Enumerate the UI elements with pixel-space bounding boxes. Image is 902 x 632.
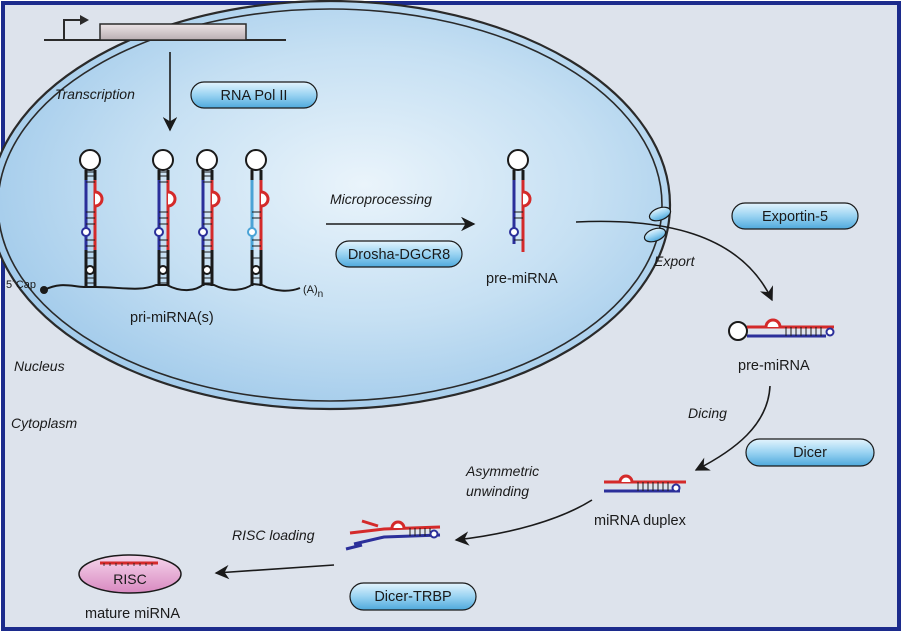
gene-icon bbox=[44, 15, 286, 41]
cytoplasm-label: Cytoplasm bbox=[11, 415, 77, 431]
risc-complex: RISC bbox=[78, 554, 182, 594]
dicer-label: Dicer bbox=[793, 445, 827, 461]
risc-label: RISC bbox=[113, 571, 146, 587]
asymmetric-label: Asymmetric bbox=[465, 463, 539, 479]
rna-pol-ii-pill: RNA Pol II bbox=[190, 81, 318, 109]
risc-loading-arrow bbox=[214, 564, 335, 580]
pre-mirna-cyto-label: pre-miRNA bbox=[738, 358, 810, 374]
unwinding-label: unwinding bbox=[466, 483, 529, 499]
microprocessing-label: Microprocessing bbox=[330, 191, 432, 207]
mirna-duplex-label: miRNA duplex bbox=[594, 513, 687, 529]
pre-mirna-hairpin-icon bbox=[507, 149, 532, 252]
nuclear-pore-icon bbox=[643, 206, 672, 243]
pre-mirna-nuclear-label: pre-miRNA bbox=[486, 271, 558, 287]
pri-mirna-label: pri-miRNA(s) bbox=[130, 310, 214, 326]
dicing-label: Dicing bbox=[688, 405, 727, 421]
nucleus bbox=[0, 0, 671, 411]
pri-mirna-icon bbox=[40, 148, 301, 294]
unwinding-duplex-icon bbox=[345, 519, 441, 551]
nucleus-label: Nucleus bbox=[14, 358, 65, 374]
unwinding-arrow bbox=[454, 499, 593, 546]
exportin-5-pill: Exportin-5 bbox=[731, 202, 859, 230]
transcription-label: Transcription bbox=[55, 86, 135, 102]
mirna-duplex-icon bbox=[604, 474, 686, 493]
exportin-5-label: Exportin-5 bbox=[762, 209, 828, 225]
dicer-trbp-label: Dicer-TRBP bbox=[374, 589, 451, 605]
dicer-trbp-pill: Dicer-TRBP bbox=[349, 582, 477, 611]
export-arrow bbox=[575, 220, 773, 302]
dicing-arrow bbox=[694, 385, 771, 471]
risc-loading-label: RISC loading bbox=[232, 527, 315, 543]
rna-pol-ii-label: RNA Pol II bbox=[221, 88, 288, 104]
cap-label: 5´Cap bbox=[6, 279, 36, 291]
mature-mirna-label: mature miRNA bbox=[85, 606, 180, 622]
pre-mirna-cyto-icon bbox=[728, 318, 835, 341]
export-label: Export bbox=[654, 253, 696, 269]
drosha-dgcr8-label: Drosha-DGCR8 bbox=[348, 247, 450, 263]
polya-label: (A)n bbox=[303, 284, 323, 300]
dicer-pill: Dicer bbox=[745, 438, 875, 467]
drosha-dgcr8-pill: Drosha-DGCR8 bbox=[335, 240, 463, 268]
